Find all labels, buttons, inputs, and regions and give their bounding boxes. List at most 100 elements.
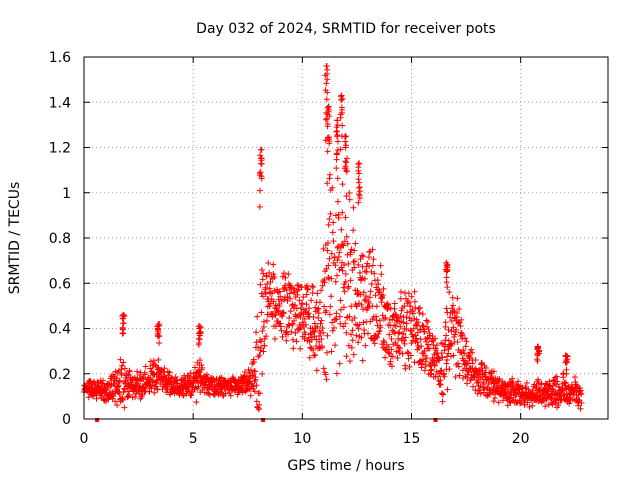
data-point	[259, 370, 266, 377]
data-point	[459, 367, 466, 374]
data-point	[370, 256, 377, 263]
data-point	[260, 323, 267, 330]
data-point	[315, 314, 322, 321]
data-point	[323, 96, 330, 103]
data-point	[263, 317, 270, 324]
data-point	[405, 290, 412, 297]
data-point	[323, 307, 330, 314]
x-tick-label: 15	[403, 431, 421, 447]
data-point	[358, 334, 365, 341]
data-point	[132, 394, 139, 401]
data-point	[347, 249, 354, 256]
data-point	[356, 160, 363, 167]
data-point	[377, 262, 384, 269]
data-point	[397, 288, 404, 295]
data-point	[309, 283, 316, 290]
data-point	[339, 95, 346, 102]
data-point	[343, 155, 350, 162]
y-axis-ticks: 0 0.2 0.4 0.6 0.8 1 1.2 1.4 1.6	[49, 50, 608, 428]
data-point	[128, 379, 135, 386]
data-point	[121, 404, 128, 411]
data-point	[270, 261, 277, 268]
data-point	[397, 295, 404, 302]
data-point	[318, 335, 325, 342]
data-point	[577, 405, 584, 412]
data-point	[379, 312, 386, 319]
data-point	[400, 319, 407, 326]
data-point	[275, 296, 282, 303]
data-point	[227, 392, 234, 399]
data-point	[330, 238, 337, 245]
data-point	[343, 193, 350, 200]
data-point	[240, 384, 247, 391]
data-point	[336, 313, 343, 320]
data-point	[361, 275, 368, 282]
data-point	[270, 271, 277, 278]
data-point	[253, 339, 260, 346]
data-point	[368, 281, 375, 288]
data-point	[250, 359, 257, 366]
data-point	[447, 353, 454, 360]
data-point	[336, 249, 343, 256]
data-point	[301, 315, 308, 322]
data-point	[391, 305, 398, 312]
data-point	[354, 290, 361, 297]
data-point	[195, 383, 202, 390]
data-point	[490, 398, 497, 405]
data-point	[258, 338, 265, 345]
data-point	[309, 325, 316, 332]
data-point	[292, 329, 299, 336]
data-point	[407, 303, 414, 310]
data-point	[459, 332, 466, 338]
data-point	[196, 336, 203, 343]
data-point	[362, 342, 369, 349]
data-point	[304, 286, 311, 293]
data-point	[333, 156, 340, 163]
data-point	[271, 335, 278, 342]
data-point	[114, 402, 121, 409]
data-point	[510, 380, 517, 387]
data-point	[428, 366, 435, 373]
data-point	[382, 314, 389, 321]
data-point	[274, 307, 281, 314]
data-point	[337, 297, 344, 304]
data-point	[444, 284, 451, 291]
data-point	[452, 373, 459, 380]
data-point	[563, 352, 570, 359]
data-point	[356, 179, 363, 186]
data-point	[149, 381, 156, 388]
data-point	[305, 310, 312, 317]
data-point	[575, 402, 582, 409]
data-point	[253, 382, 260, 389]
data-point	[330, 219, 337, 226]
data-point	[438, 367, 445, 374]
y-tick-label: 0.4	[49, 322, 71, 338]
data-point	[433, 368, 440, 375]
data-point	[421, 367, 428, 374]
data-point	[464, 380, 471, 387]
data-point	[324, 123, 331, 130]
missing-data-marker	[95, 418, 100, 422]
data-point	[400, 337, 407, 344]
data-point	[193, 399, 200, 406]
data-point	[499, 397, 506, 404]
data-point	[379, 291, 386, 298]
data-point	[264, 280, 271, 287]
data-point	[435, 373, 442, 380]
data-point	[297, 345, 304, 352]
data-point	[373, 317, 380, 324]
data-point	[320, 329, 327, 336]
data-point	[272, 302, 279, 309]
data-point	[326, 171, 333, 178]
data-point	[315, 310, 322, 317]
data-point	[119, 362, 126, 369]
data-point	[414, 329, 421, 336]
data-point	[462, 343, 469, 350]
data-point	[119, 330, 126, 337]
data-point	[310, 314, 317, 321]
data-point	[324, 134, 331, 141]
data-point	[388, 363, 395, 370]
data-point	[263, 273, 270, 280]
data-point	[290, 317, 297, 324]
data-point	[355, 339, 362, 346]
